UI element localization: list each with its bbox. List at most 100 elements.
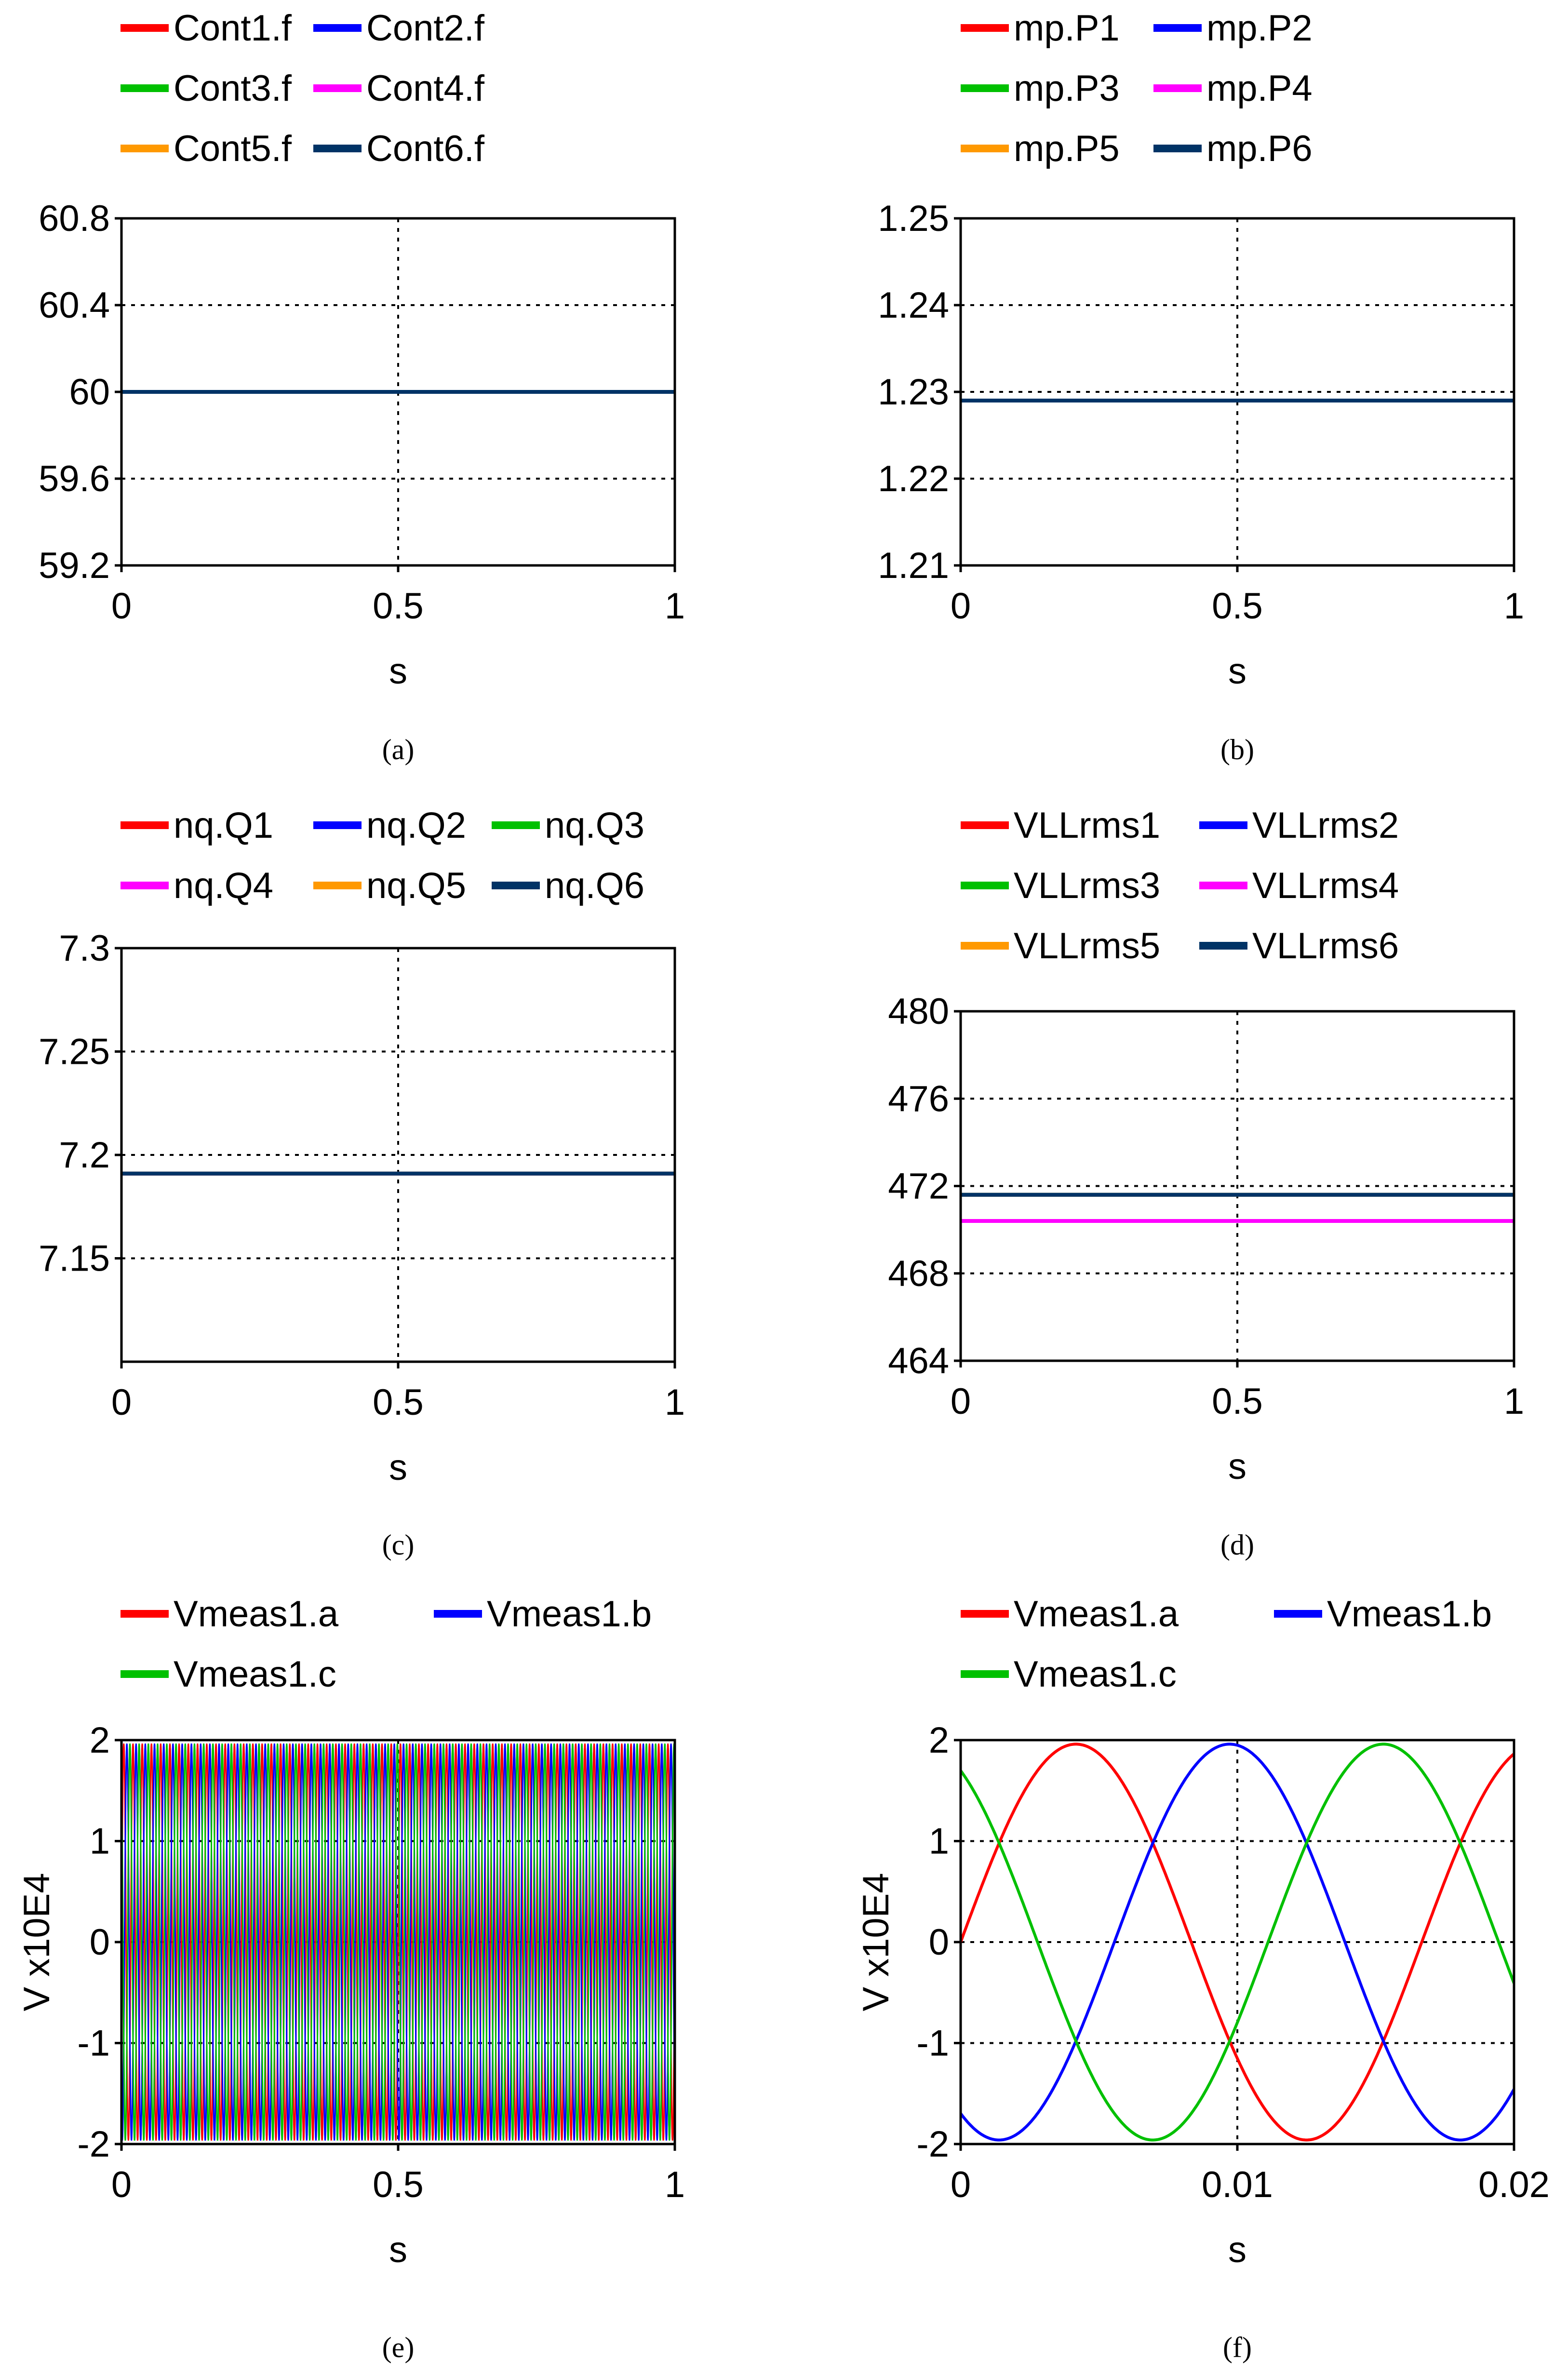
legend-label-cont1-f: Cont1.f: [174, 8, 292, 49]
chart-panel-b: mp.P1 mp.P2 mp.P3 mp.P4 mp.P5 mp.P6 1.25 1.24 1.…: [878, 8, 1524, 765]
y-tick-label: 476: [888, 1078, 949, 1119]
series-group: [961, 1743, 1514, 2142]
legend-label-vllrms4: VLLrms4: [1252, 865, 1399, 906]
x-axis-label: s: [389, 1447, 407, 1488]
panel-caption: (b): [1220, 734, 1254, 765]
x-tick-label: 0.01: [1202, 2164, 1273, 2205]
legend-swatch-vllrms2: [1199, 821, 1247, 829]
y-tick-label: 1: [929, 1821, 949, 1862]
x-tick-label: 0: [951, 586, 971, 627]
panel-caption: (d): [1220, 1529, 1254, 1561]
series-line-vmeas1-c: [961, 1743, 1514, 2142]
legend-label-vllrms3: VLLrms3: [1014, 865, 1160, 906]
legend-swatch-nq-q3: [492, 821, 540, 829]
chart-panel-c: nq.Q1 nq.Q2 nq.Q3 nq.Q4 nq.Q5 nq.Q6 7.3 7.25 7.2…: [39, 805, 685, 1561]
legend-swatch-vmeas1-c: [961, 1670, 1009, 1678]
y-tick-label: 1.21: [878, 545, 949, 586]
series-line-vmeas1-b: [961, 1743, 1514, 2142]
y-tick-label: 1.23: [878, 372, 949, 413]
legend-label-vllrms2: VLLrms2: [1252, 805, 1399, 846]
legend-swatch-mp-p5: [961, 145, 1009, 152]
y-tick-label: 7.25: [39, 1032, 110, 1073]
x-tick-label: 0.5: [1212, 586, 1263, 627]
legend-label-mp-p3: mp.P3: [1014, 68, 1120, 109]
y-tick-label: 2: [929, 1720, 949, 1761]
y-tick-label: 59.6: [39, 458, 110, 499]
x-tick-label: 1: [1504, 1381, 1524, 1422]
series-line-vmeas1-c: [121, 1743, 675, 2141]
x-tick-label: 0.5: [373, 586, 424, 627]
x-tick-label: 0: [951, 2164, 971, 2205]
legend-label-nq-q3: nq.Q3: [545, 805, 644, 846]
legend-swatch-nq-q4: [121, 882, 169, 889]
series-group: [961, 1193, 1514, 1223]
legend-swatch-nq-q6: [492, 882, 540, 889]
legend-label-mp-p5: mp.P5: [1014, 128, 1120, 169]
legend-label-vllrms1: VLLrms1: [1014, 805, 1160, 846]
y-tick-label: -2: [916, 2124, 949, 2165]
legend-swatch-vmeas1-b: [434, 1610, 482, 1618]
legend-label-nq-q6: nq.Q6: [545, 865, 644, 906]
legend-swatch-vmeas1-a: [121, 1610, 169, 1618]
y-tick-label: 60: [69, 372, 110, 413]
legend-label-nq-q5: nq.Q5: [366, 865, 466, 906]
y-tick-label: 60.8: [39, 198, 110, 239]
x-tick-label: 0: [111, 586, 132, 627]
y-tick-label: 59.2: [39, 545, 110, 586]
x-axis-label: s: [389, 651, 407, 692]
chart-panel-a: Cont1.f Cont2.f Cont3.f Cont4.f Cont5.f Cont6…: [39, 8, 685, 765]
legend-label-cont6-f: Cont6.f: [366, 128, 485, 169]
y-tick-label: 464: [888, 1341, 949, 1381]
y-tick-label: 7.15: [39, 1238, 110, 1279]
legend-label-nq-q2: nq.Q2: [366, 805, 466, 846]
y-tick-label: 1.22: [878, 458, 949, 499]
legend-swatch-cont4-f: [313, 84, 362, 92]
legend-swatch-vmeas1-a: [961, 1610, 1009, 1618]
x-tick-label: 1: [665, 1382, 685, 1423]
x-axis-label: s: [1228, 2229, 1246, 2270]
legend-swatch-mp-p3: [961, 84, 1009, 92]
y-tick-label: 1.24: [878, 285, 949, 326]
legend-label-vllrms5: VLLrms5: [1014, 925, 1160, 966]
legend-label-cont5-f: Cont5.f: [174, 128, 292, 169]
legend-swatch-mp-p6: [1153, 145, 1202, 152]
y-tick-label: -1: [77, 2023, 110, 2064]
y-tick-label: 0: [90, 1922, 110, 1963]
y-axis-label: V x10E4: [16, 1873, 57, 2011]
legend-label-cont4-f: Cont4.f: [366, 68, 485, 109]
legend-swatch-cont3-f: [121, 84, 169, 92]
legend-label-vmeas1-b: Vmeas1.b: [1327, 1594, 1492, 1635]
legend-swatch-cont2-f: [313, 24, 362, 32]
legend-swatch-vllrms5: [961, 942, 1009, 950]
legend-swatch-cont6-f: [313, 145, 362, 152]
legend-label-vmeas1-b: Vmeas1.b: [487, 1594, 652, 1635]
legend-swatch-vllrms6: [1199, 942, 1247, 950]
x-tick-label: 1: [1504, 586, 1524, 627]
legend-swatch-mp-p4: [1153, 84, 1202, 92]
x-axis-label: s: [1228, 651, 1246, 692]
y-axis-label: V x10E4: [856, 1873, 897, 2011]
legend-label-vmeas1-c: Vmeas1.c: [1014, 1654, 1177, 1695]
legend-label-nq-q1: nq.Q1: [174, 805, 273, 846]
y-tick-label: 1: [90, 1821, 110, 1862]
y-tick-label: 60.4: [39, 285, 110, 326]
y-tick-label: 1.25: [878, 198, 949, 239]
x-axis-label: s: [1228, 1446, 1246, 1487]
x-tick-label: 0.5: [1212, 1381, 1263, 1422]
x-tick-label: 0: [111, 2164, 132, 2205]
y-tick-label: 2: [90, 1720, 110, 1761]
x-tick-label: 0: [111, 1382, 132, 1423]
legend-swatch-vmeas1-c: [121, 1670, 169, 1678]
legend-label-mp-p1: mp.P1: [1014, 8, 1120, 49]
plot-frame: [120, 947, 676, 1363]
legend-swatch-vllrms1: [961, 821, 1009, 829]
legend-swatch-nq-q1: [121, 821, 169, 829]
panel-caption: (a): [382, 734, 415, 765]
series-line-vmeas1-a: [121, 1743, 675, 2141]
y-tick-label: 468: [888, 1253, 949, 1294]
y-tick-label: 7.2: [59, 1135, 110, 1176]
series-line-vmeas1-b: [121, 1743, 675, 2141]
series-group: [121, 1743, 675, 2141]
